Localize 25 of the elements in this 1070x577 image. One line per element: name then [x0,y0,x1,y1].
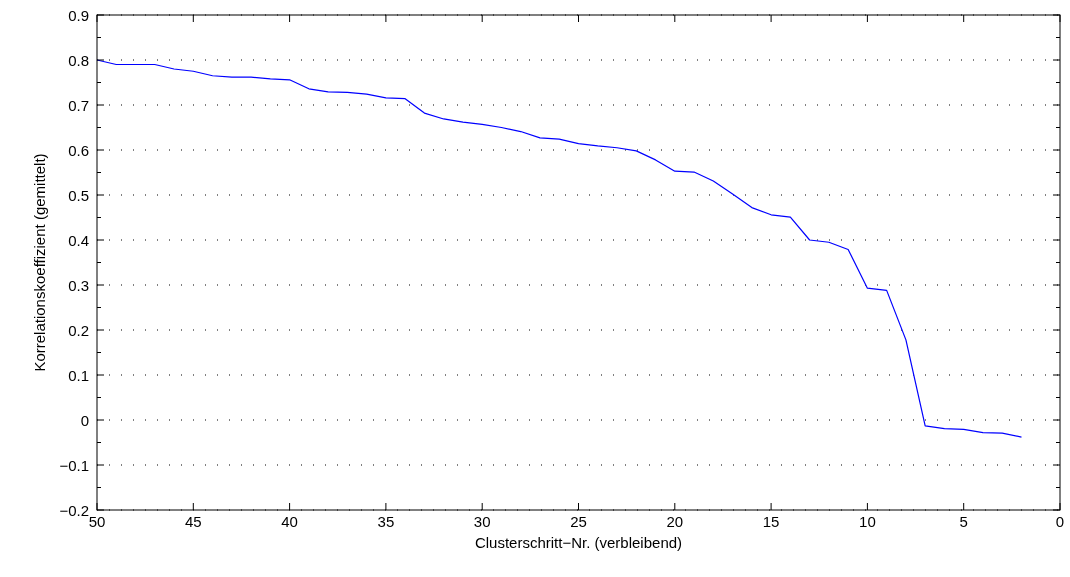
y-tick-label: 0.6 [68,141,89,159]
x-tick-label: 0 [1055,513,1065,530]
x-tick-label: 10 [859,513,876,530]
y-axis-title: Korrelationskoeffizient (gemittelt) [31,153,48,372]
y-tick-label: 0.1 [68,366,89,384]
x-tick-label: 15 [762,513,780,530]
x-tick-label: 5 [959,513,968,530]
y-tick-label: 0.4 [68,231,89,249]
x-tick-label: 30 [473,513,491,530]
y-tick-label: 0.3 [68,276,89,294]
y-tick-label: 0.8 [68,51,89,69]
y-tick-label: 0 [80,411,89,429]
x-tick-label: 35 [377,513,395,530]
x-tick-label: 40 [281,513,298,530]
y-tick-label: 0.7 [68,96,89,114]
y-tick-label: 0.9 [68,6,89,24]
x-tick-label: 45 [184,513,202,530]
y-tick-label: −0.1 [59,456,89,474]
y-tick-label: 0.5 [68,186,89,204]
x-tick-label: 50 [88,513,106,530]
x-tick-label: 25 [570,513,587,530]
y-tick-label: 0.2 [68,321,89,339]
x-axis-title: Clusterschritt−Nr. (verbleibend) [474,534,683,551]
y-tick-label: −0.2 [59,501,89,519]
x-tick-label: 20 [666,513,684,530]
